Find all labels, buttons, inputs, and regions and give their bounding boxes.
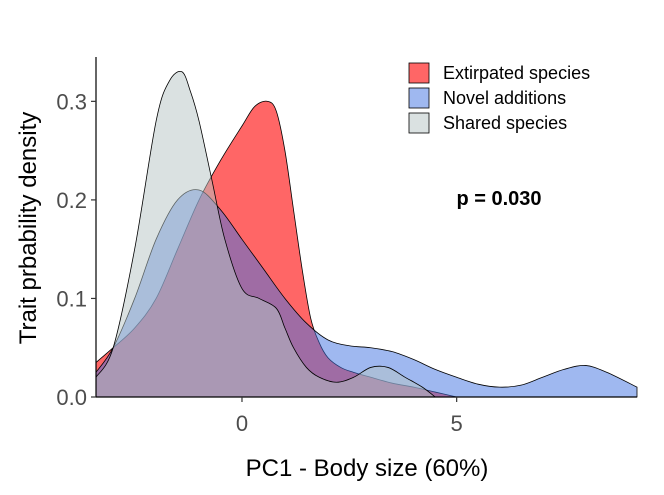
y-tick-label: 0.1 — [56, 286, 87, 311]
y-tick-label: 0.2 — [56, 188, 87, 213]
legend-key — [408, 87, 430, 109]
y-axis-title: Trait prbability density — [15, 112, 42, 345]
x-axis-title: PC1 - Body size (60%) — [246, 455, 489, 482]
legend-key — [408, 112, 430, 134]
legend: Extirpated species Novel additions Shared … — [398, 56, 626, 140]
y-tick-label: 0.3 — [56, 89, 87, 114]
p-value-annotation: p = 0.030 — [456, 188, 541, 210]
ticks: 0.0 0.1 0.2 0.3 0 5 — [56, 89, 462, 436]
legend-background — [398, 56, 626, 140]
density-areas — [95, 70, 638, 398]
legend-label: Extirpated species — [443, 63, 590, 83]
x-tick-label: 5 — [451, 411, 463, 436]
legend-key — [408, 62, 430, 84]
y-tick-label: 0.0 — [56, 385, 87, 410]
legend-label: Shared species — [443, 113, 567, 133]
x-tick-label: 0 — [236, 411, 248, 436]
density-area-shared-species — [95, 70, 437, 398]
axes — [95, 57, 637, 398]
legend-label: Novel additions — [443, 88, 566, 108]
